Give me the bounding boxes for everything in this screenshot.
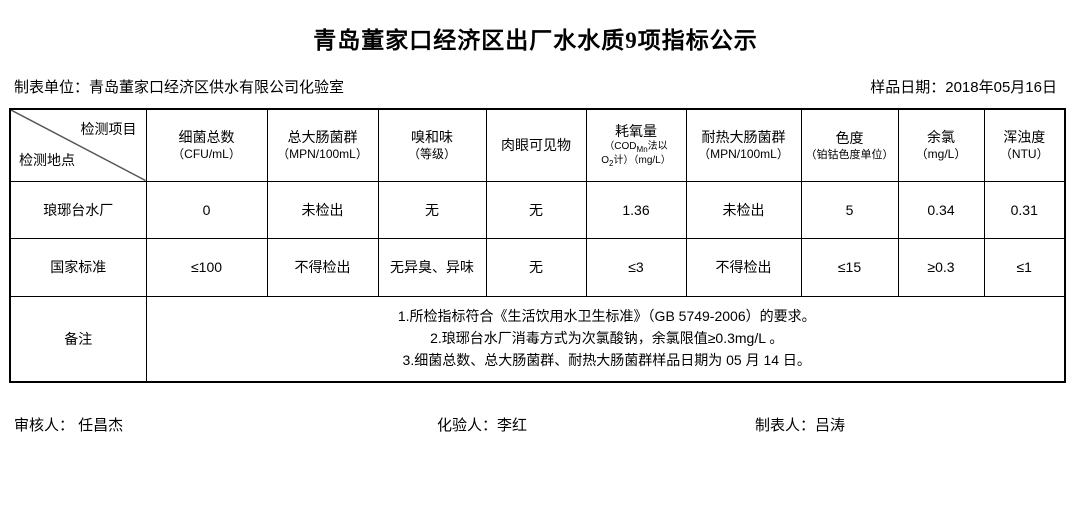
remarks-content: 1.所检指标符合《生活饮用水卫生标准》（GB 5749-2006）的要求。 2.… xyxy=(145,295,1066,383)
col-header-cod-name: 耗氧量 xyxy=(615,122,657,139)
cod-frag4: 计）（mg/L） xyxy=(613,154,671,166)
preparer-label: 制表人：吕涛 xyxy=(755,417,846,434)
col-header-turbidity: 浑浊度 （NTU） xyxy=(983,108,1066,182)
col-header-chlorine-name: 余氯 xyxy=(927,129,955,145)
col-header-visible: 肉眼可见物 xyxy=(485,108,587,182)
corner-header-cell: 检测项目 检测地点 xyxy=(9,108,147,182)
water-quality-table: 检测项目 检测地点 细菌总数 （CFU/mL） 总大肠菌群 （MPN/100mL… xyxy=(9,108,1066,383)
col-header-odor: 嗅和味 （等级） xyxy=(377,108,487,182)
cod-frag1: （COD xyxy=(604,140,637,152)
col-header-heat-coliform-unit: （MPN/100mL） xyxy=(698,146,789,161)
col-header-chroma: 色度 （铂钴色度单位） xyxy=(800,108,899,182)
row-site-label: 国家标准 xyxy=(9,237,147,297)
col-header-chlorine: 余氯 （mg/L） xyxy=(897,108,985,182)
col-header-total-coliform: 总大肠菌群 （MPN/100mL） xyxy=(266,108,379,182)
col-header-total-coliform-name: 总大肠菌群 xyxy=(287,129,358,145)
col-header-cod-unit: （CODMn法以 O2计）（mg/L） xyxy=(587,140,685,169)
remarks-label: 备注 xyxy=(9,295,147,383)
cod-sub-mn: Mn xyxy=(636,144,648,154)
col-header-odor-name: 嗅和味 xyxy=(411,129,453,145)
corner-site-label: 检测地点 xyxy=(19,151,75,168)
col-header-visible-name: 肉眼可见物 xyxy=(501,136,571,153)
cell-value: 5 xyxy=(800,180,899,239)
col-header-bacteria-name: 细菌总数 xyxy=(178,129,235,145)
cell-value: 无 xyxy=(377,180,487,239)
cell-value: 未检出 xyxy=(266,180,379,239)
cod-frag2: 法以 xyxy=(647,140,668,152)
cell-value: 1.36 xyxy=(585,180,687,239)
table-row-plant: 琅琊台水厂 0 未检出 无 无 1.36 未检出 5 0.34 0.31 xyxy=(9,180,1066,239)
cell-value: ≤3 xyxy=(585,237,687,297)
col-header-heat-coliform: 耐热大肠菌群 （MPN/100mL） xyxy=(685,108,802,182)
remarks-row: 备注 1.所检指标符合《生活饮用水卫生标准》（GB 5749-2006）的要求。… xyxy=(9,295,1066,383)
cell-value: 无 xyxy=(485,180,587,239)
cell-value: 0.31 xyxy=(983,180,1066,239)
cell-value: 0.34 xyxy=(897,180,985,239)
prepared-by-label: 制表单位：青岛董家口经济区供水有限公司化验室 xyxy=(14,79,345,96)
reviewer-label: 审核人： 任昌杰 xyxy=(14,417,124,434)
cell-value: 不得检出 xyxy=(266,237,379,297)
tester-label: 化验人：李红 xyxy=(437,417,528,434)
cell-value: ≤15 xyxy=(800,237,899,297)
col-header-bacteria: 细菌总数 （CFU/mL） xyxy=(145,108,268,182)
cell-value: ≤100 xyxy=(145,237,268,297)
col-header-chroma-unit: （铂钴色度单位） xyxy=(805,148,894,161)
remark-line-3: 3.细菌总数、总大肠菌群、耐热大肠菌群样品日期为 05 月 14 日。 xyxy=(402,351,811,368)
cell-value: ≥0.3 xyxy=(897,237,985,297)
cell-value: 不得检出 xyxy=(685,237,802,297)
col-header-total-coliform-unit: （MPN/100mL） xyxy=(277,146,368,161)
col-header-odor-unit: （等级） xyxy=(407,146,456,161)
meta-row: 制表单位：青岛董家口经济区供水有限公司化验室 样品日期：2018年05月16日 xyxy=(14,76,1057,97)
col-header-turbidity-unit: （NTU） xyxy=(999,146,1049,161)
col-header-chlorine-unit: （mg/L） xyxy=(915,146,967,161)
row-site-label: 琅琊台水厂 xyxy=(9,180,147,239)
diagonal-divider xyxy=(11,110,145,180)
sample-date-label: 样品日期：2018年05月16日 xyxy=(870,79,1057,96)
col-header-cod: 耗氧量 （CODMn法以 O2计）（mg/L） xyxy=(585,108,687,182)
cod-frag3: O xyxy=(601,154,610,166)
col-header-bacteria-unit: （CFU/mL） xyxy=(172,146,241,161)
table-row-standard: 国家标准 ≤100 不得检出 无异臭、异味 无 ≤3 不得检出 ≤15 ≥0.3… xyxy=(9,237,1066,297)
cell-value: 0 xyxy=(145,180,268,239)
col-header-chroma-name: 色度 xyxy=(835,129,864,146)
cell-value: 无 xyxy=(485,237,587,297)
col-header-heat-coliform-name: 耐热大肠菌群 xyxy=(701,129,786,145)
header-row: 检测项目 检测地点 细菌总数 （CFU/mL） 总大肠菌群 （MPN/100mL… xyxy=(9,108,1066,182)
col-header-turbidity-name: 浑浊度 xyxy=(1003,129,1046,145)
corner-item-label: 检测项目 xyxy=(80,121,137,137)
page-title: 青岛董家口经济区出厂水水质9项指标公示 xyxy=(313,28,758,53)
remark-line-2: 2.琅琊台水厂消毒方式为次氯酸钠，余氯限值≥0.3mg/L 。 xyxy=(430,329,784,346)
cell-value: 无异臭、异味 xyxy=(377,237,487,297)
remark-line-1: 1.所检指标符合《生活饮用水卫生标准》（GB 5749-2006）的要求。 xyxy=(397,308,816,325)
cell-value: ≤1 xyxy=(983,237,1066,297)
cod-sub-2: 2 xyxy=(609,158,614,168)
cell-value: 未检出 xyxy=(685,180,802,239)
